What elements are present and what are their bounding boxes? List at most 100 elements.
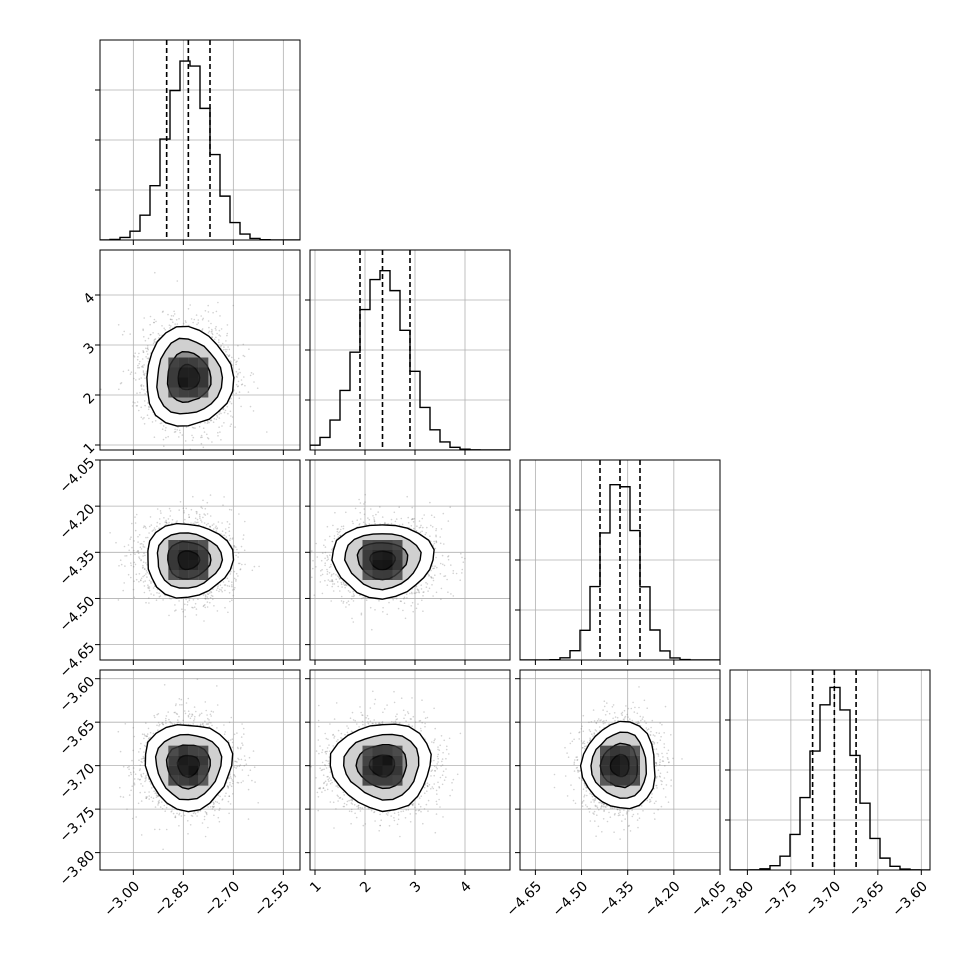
sample-point <box>131 405 134 407</box>
sample-point <box>183 522 185 524</box>
panel-content <box>100 40 300 240</box>
sample-point <box>149 516 152 518</box>
sample-point <box>143 374 146 377</box>
sample-point <box>201 318 204 321</box>
sample-point <box>229 360 232 362</box>
sample-point <box>218 417 221 419</box>
sample-point <box>138 557 141 560</box>
sample-point <box>146 571 149 574</box>
sample-point <box>176 280 179 282</box>
sample-point <box>153 339 155 342</box>
sample-point <box>185 598 187 601</box>
sample-point <box>158 518 161 520</box>
sample-point <box>204 514 207 516</box>
sample-point <box>145 570 148 572</box>
sample-point <box>226 585 229 587</box>
sample-point <box>191 439 194 442</box>
sample-point <box>218 334 220 336</box>
sample-point <box>225 340 227 342</box>
sample-point <box>204 595 207 598</box>
sample-point <box>164 429 167 432</box>
density-cell <box>178 387 189 398</box>
sample-point <box>217 301 219 304</box>
sample-point <box>143 574 146 577</box>
sample-point <box>142 370 145 372</box>
sample-point <box>192 436 195 439</box>
sample-point <box>201 329 203 331</box>
sample-point <box>133 355 135 357</box>
sample-point <box>220 533 222 535</box>
sample-point <box>168 614 170 617</box>
sample-point <box>154 529 157 531</box>
sample-point <box>152 529 155 531</box>
sample-point <box>134 402 136 404</box>
sample-point <box>210 591 212 593</box>
sample-point <box>202 499 204 502</box>
sample-point <box>230 509 233 511</box>
sample-point <box>207 593 209 595</box>
sample-point <box>155 599 158 601</box>
sample-point <box>130 576 132 579</box>
sample-point <box>204 604 206 606</box>
sample-point <box>140 406 142 409</box>
sample-point <box>169 318 172 321</box>
sample-point <box>202 446 205 449</box>
sample-point <box>219 584 222 586</box>
sample-point <box>239 562 241 565</box>
sample-point <box>162 425 165 427</box>
sample-point <box>211 333 214 336</box>
sample-point <box>216 610 219 612</box>
sample-point <box>228 348 231 351</box>
sample-point <box>235 392 237 395</box>
sample-point <box>235 363 237 366</box>
sample-point <box>143 423 146 425</box>
sample-point <box>158 596 161 598</box>
sample-point <box>138 573 141 575</box>
sample-point <box>201 328 204 330</box>
sample-point <box>140 377 142 379</box>
sample-point <box>143 417 145 419</box>
sample-point <box>134 529 137 532</box>
sample-point <box>223 346 225 348</box>
sample-point <box>225 536 228 538</box>
sample-point <box>137 356 139 358</box>
density-cell <box>188 387 199 398</box>
sample-point <box>216 332 218 335</box>
sample-point <box>136 392 138 395</box>
sample-point <box>140 384 143 386</box>
sample-point <box>144 580 146 582</box>
sample-point <box>192 599 195 601</box>
sample-point <box>135 578 138 581</box>
sample-point <box>216 587 219 589</box>
sample-point <box>141 365 144 367</box>
sample-point <box>165 521 168 524</box>
sample-point <box>215 329 217 331</box>
sample-point <box>237 562 240 565</box>
sample-point <box>225 350 227 353</box>
sample-point <box>239 371 241 374</box>
sample-point <box>207 320 210 322</box>
sample-point <box>193 606 196 608</box>
sample-point <box>142 544 144 546</box>
sample-point <box>222 504 224 507</box>
sample-point <box>145 347 147 350</box>
sample-point <box>146 353 149 355</box>
sample-point <box>224 584 227 586</box>
sample-point <box>160 512 162 514</box>
sample-point <box>143 389 145 391</box>
panel-content <box>100 460 300 660</box>
sample-point <box>232 537 234 539</box>
sample-point <box>209 525 211 528</box>
sample-point <box>223 422 225 424</box>
sample-point <box>148 586 151 588</box>
density-cell <box>188 377 199 388</box>
sample-point <box>237 380 240 383</box>
sample-point <box>139 360 141 363</box>
sample-point <box>142 328 144 331</box>
sample-point <box>229 600 231 603</box>
sample-point <box>138 534 141 536</box>
sample-point <box>198 513 201 516</box>
y-tick-label: 2 <box>81 390 99 408</box>
sample-point <box>190 508 193 511</box>
sample-point <box>209 419 212 422</box>
